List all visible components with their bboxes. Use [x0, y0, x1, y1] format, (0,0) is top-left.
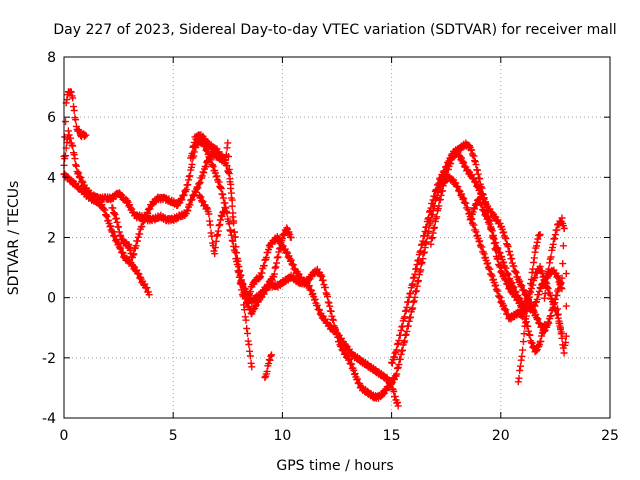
series-track-k	[427, 149, 568, 335]
series-track-l	[466, 195, 548, 356]
y-tick-label: 6	[47, 110, 56, 126]
plot-frame	[63, 56, 611, 419]
series-track-m	[514, 230, 544, 386]
ticks: 0 5 10 15 20 25 -4 -2 0 2 4 6 8	[42, 50, 619, 444]
series-track-o	[554, 270, 570, 357]
y-tick-label: 2	[47, 231, 56, 247]
x-tick-label: 10	[273, 428, 291, 444]
y-tick-label: 0	[47, 291, 56, 307]
series-track-g	[244, 233, 402, 410]
y-tick-label: 8	[47, 50, 56, 66]
x-tick-label: 0	[60, 428, 69, 444]
y-tick-label: -4	[42, 411, 56, 427]
series-track-h	[261, 351, 275, 381]
y-tick-label: 4	[47, 170, 56, 186]
x-tick-label: 15	[383, 428, 401, 444]
y-tick-label: -2	[42, 351, 56, 367]
x-axis-label: GPS time / hours	[276, 458, 393, 474]
data-layer	[60, 88, 570, 410]
y-axis-label: SDTVAR / TECUs	[6, 181, 22, 296]
series-track-n	[541, 214, 568, 302]
x-tick-label: 5	[169, 428, 178, 444]
chart-title: Day 227 of 2023, Sidereal Day-to-day VTE…	[53, 22, 616, 38]
grid	[64, 57, 610, 418]
series-track-f	[195, 192, 230, 258]
x-tick-label: 20	[492, 428, 510, 444]
x-tick-label: 25	[601, 428, 619, 444]
